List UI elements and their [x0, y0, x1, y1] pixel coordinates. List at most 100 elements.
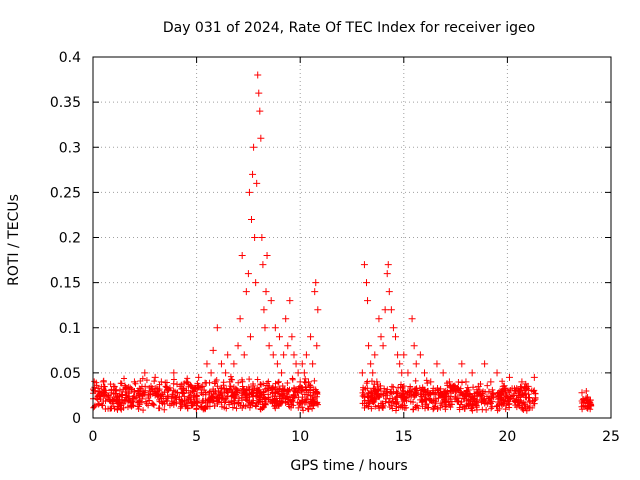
data-point	[389, 324, 397, 332]
data-point	[182, 378, 190, 386]
data-point	[524, 382, 532, 390]
x-tick-label: 0	[89, 429, 98, 445]
data-point	[387, 306, 395, 314]
data-point	[421, 369, 429, 377]
data-point	[384, 261, 392, 269]
data-point	[257, 134, 265, 142]
data-point	[410, 342, 418, 350]
grid-lines	[93, 57, 611, 418]
data-point	[288, 333, 296, 341]
x-tick-label: 15	[395, 429, 413, 445]
data-point	[147, 382, 155, 390]
data-point	[294, 369, 302, 377]
y-tick-label: 0.35	[50, 95, 81, 111]
data-point	[312, 279, 320, 287]
data-point	[381, 306, 389, 314]
data-point	[248, 215, 256, 223]
data-point	[278, 369, 286, 377]
data-point	[116, 387, 124, 395]
axis-ticks: 0 5 10 15 20 25 0 0.05 0.1 0.15 0.2 0.25 0.3 0.35 0.4	[50, 50, 620, 445]
x-tick-label: 25	[602, 429, 620, 445]
x-axis-label: GPS time / hours	[290, 458, 407, 474]
data-point	[130, 378, 138, 386]
data-point	[213, 324, 221, 332]
data-point	[265, 342, 273, 350]
data-point	[292, 360, 300, 368]
data-point	[298, 360, 306, 368]
data-point	[369, 369, 377, 377]
data-point	[400, 351, 408, 359]
data-point	[383, 270, 391, 278]
y-tick-label: 0	[72, 411, 81, 427]
data-point	[176, 382, 184, 390]
data-point	[230, 360, 238, 368]
data-point	[468, 369, 476, 377]
data-point	[271, 324, 279, 332]
data-point	[458, 360, 466, 368]
data-point	[242, 288, 250, 296]
data-point	[95, 391, 103, 399]
data-point	[586, 396, 594, 404]
data-point	[396, 360, 404, 368]
data-point	[164, 387, 172, 395]
data-point	[462, 378, 470, 386]
data-point	[290, 351, 298, 359]
data-point	[481, 360, 489, 368]
data-point	[252, 279, 260, 287]
data-point	[358, 369, 366, 377]
data-point	[209, 346, 217, 354]
data-point	[398, 369, 406, 377]
data-point	[253, 179, 261, 187]
data-point	[275, 333, 283, 341]
data-point	[578, 389, 586, 397]
data-point	[313, 342, 321, 350]
data-point	[260, 306, 268, 314]
data-point	[530, 373, 538, 381]
data-point	[249, 170, 257, 178]
data-point	[363, 279, 371, 287]
data-point	[273, 360, 281, 368]
data-point	[106, 396, 114, 404]
data-point	[487, 378, 495, 386]
data-point	[505, 373, 513, 381]
data-point	[360, 261, 368, 269]
data-point	[262, 288, 270, 296]
data-point	[261, 324, 269, 332]
data-point	[416, 351, 424, 359]
data-point	[246, 333, 254, 341]
data-point	[151, 373, 159, 381]
data-point	[269, 351, 277, 359]
data-point	[286, 297, 294, 305]
y-tick-label: 0.05	[50, 366, 81, 382]
data-point	[499, 382, 507, 390]
y-tick-label: 0.2	[59, 231, 81, 247]
data-points	[91, 71, 594, 404]
x-tick-label: 20	[498, 429, 516, 445]
data-point	[307, 333, 315, 341]
data-point	[392, 333, 400, 341]
y-tick-label: 0.3	[59, 140, 81, 156]
data-point	[314, 306, 322, 314]
chart-title: Day 031 of 2024, Rate Of TEC Index for r…	[163, 20, 535, 36]
data-point	[224, 351, 232, 359]
data-point	[217, 360, 225, 368]
data-point	[300, 369, 308, 377]
data-point	[427, 378, 435, 386]
data-point	[582, 394, 590, 402]
data-point	[250, 143, 258, 151]
data-point	[284, 342, 292, 350]
data-point	[379, 342, 387, 350]
data-point	[408, 315, 416, 323]
data-point	[157, 378, 165, 386]
data-point	[512, 387, 520, 395]
data-point	[236, 315, 244, 323]
data-point	[493, 369, 501, 377]
y-tick-label: 0.4	[59, 50, 81, 66]
data-point	[99, 378, 107, 386]
baseline-scatter	[90, 373, 595, 414]
data-point	[296, 378, 304, 386]
data-point	[255, 89, 263, 97]
data-point	[141, 369, 149, 377]
data-point	[445, 378, 453, 386]
